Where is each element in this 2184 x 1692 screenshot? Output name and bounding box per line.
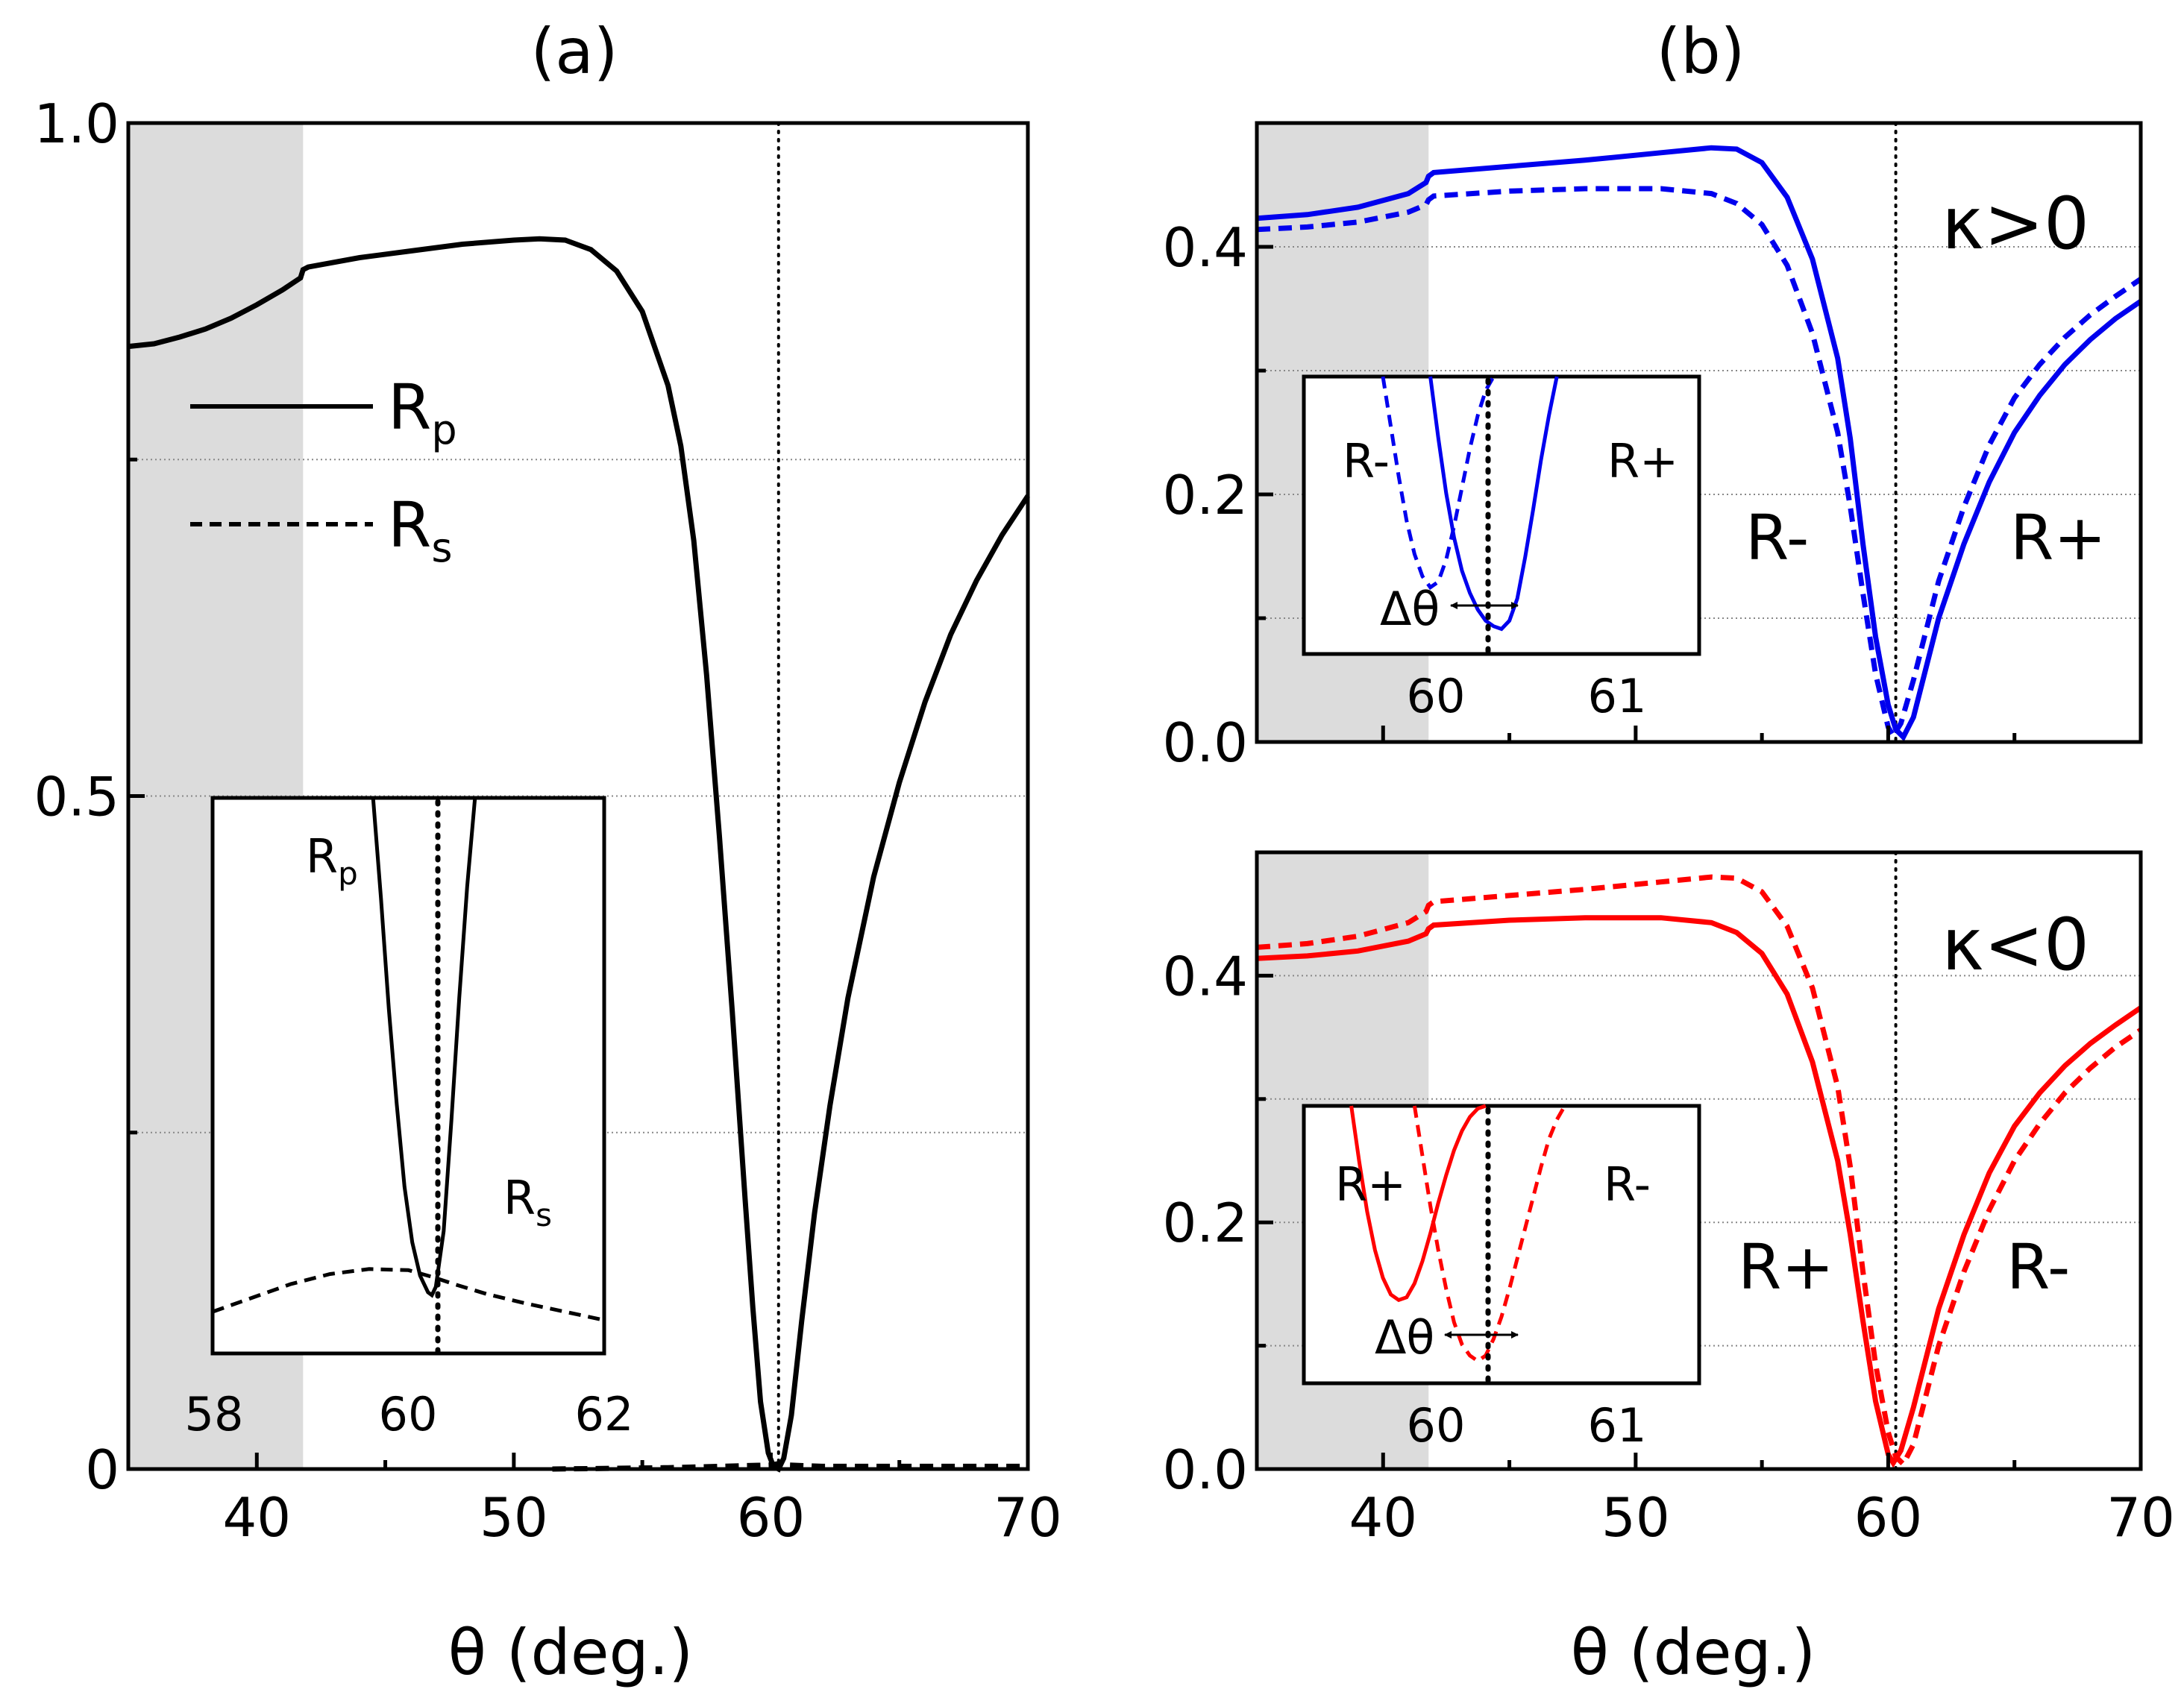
y-tick-label: 0 [85,1438,119,1501]
inset-a-tick-62: 62 [575,1387,634,1441]
y-tick-label: 0.4 [1162,216,1248,279]
inset-b-top-left-label: R- [1343,434,1390,488]
x-tick-label: 50 [480,1486,548,1549]
inset-a-tick-58: 58 [185,1387,244,1441]
inset-b-bottom-solid-curve [1349,1104,1487,1303]
plot-frame [1255,121,2143,744]
inset-b-bottom-right-label: R- [1604,1157,1651,1212]
inset-b-top-tick-61: 61 [1588,669,1647,723]
inset-b-bottom-tick-61: 61 [1588,1398,1647,1453]
inset-a-tick-60: 60 [379,1387,438,1441]
inset-b-bottom-left-label: R+ [1335,1157,1406,1212]
panel-b-bottom-region-left: R+ [1738,1230,1834,1303]
legend-rs-label: Rs [388,488,453,571]
panel-b-top-region-left: R- [1745,501,1809,574]
x-tick-label: 40 [1349,1486,1417,1549]
inset-b-bottom-dashed-curve [1412,1104,1566,1364]
panel-a-legend: Rp Rs [190,371,457,571]
panel-b-top-region-right: R+ [2010,501,2106,574]
y-tick-label: 0.2 [1162,1192,1248,1254]
inset-b-top-right-label: R+ [1607,434,1678,488]
y-tick-label: 0.4 [1162,945,1248,1007]
panel-b-bottom-kappa-label: κ<0 [1942,903,2089,987]
series-r--solid [1256,145,2142,742]
legend-rp-label: Rp [388,371,457,453]
inset-b-top-tick-60: 60 [1407,669,1466,723]
y-tick-label: 1.0 [34,92,119,155]
y-tick-label: 0.2 [1162,464,1248,526]
y-tick-label: 0.0 [1162,711,1248,774]
inset-b-top-solid-curve [1428,376,1559,632]
inset-a-rp-label: Rp [306,829,358,892]
x-tick-label: 60 [737,1486,806,1549]
panel-a-title: (a) [530,15,618,88]
panel-b-top-inset: R- R+ Δθ 60 61 [1302,374,1701,723]
series-r--dashed [1256,186,2142,741]
inset-a-rs-curve [212,1267,605,1322]
panel-b-bottom-region-right: R- [2006,1230,2070,1303]
y-tick-label: 0.0 [1162,1438,1248,1501]
x-tick-label: 60 [1854,1486,1923,1549]
panel-b-title: (b) [1657,15,1745,88]
panel-b-x-axis-title: θ (deg.) [1571,1616,1816,1689]
x-tick-label: 70 [2106,1486,2175,1549]
inset-b-bottom-delta-label: Δθ [1375,1310,1434,1365]
series-r-s-dashed [552,1461,1028,1472]
y-tick-label: 0.5 [34,766,119,828]
x-tick-label: 70 [994,1486,1062,1549]
inset-a-frame [210,796,606,1356]
panel-b-top-kappa-label: κ>0 [1942,182,2089,265]
series-r-p-solid [128,236,1030,1473]
inset-a-rs-label: Rs [503,1171,552,1233]
panel-a-x-axis-title: θ (deg.) [448,1616,694,1689]
panel-b-bottom-inset: R+ R- Δθ 60 61 [1302,1104,1701,1453]
panel-a-inset: Rp Rs 58 60 62 [185,796,634,1441]
inset-b-top-delta-label: Δθ [1380,582,1440,636]
inset-b-top-frame [1302,374,1701,656]
series-r--dashed [1256,874,2142,1469]
inset-b-bottom-tick-60: 60 [1407,1398,1466,1453]
x-tick-label: 40 [222,1486,291,1549]
series-r--solid [1256,915,2142,1468]
inset-b-bottom-frame [1302,1104,1701,1386]
plot-frame [1255,850,2143,1471]
inset-a-rp-curve [371,797,477,1298]
x-tick-label: 50 [1601,1486,1670,1549]
